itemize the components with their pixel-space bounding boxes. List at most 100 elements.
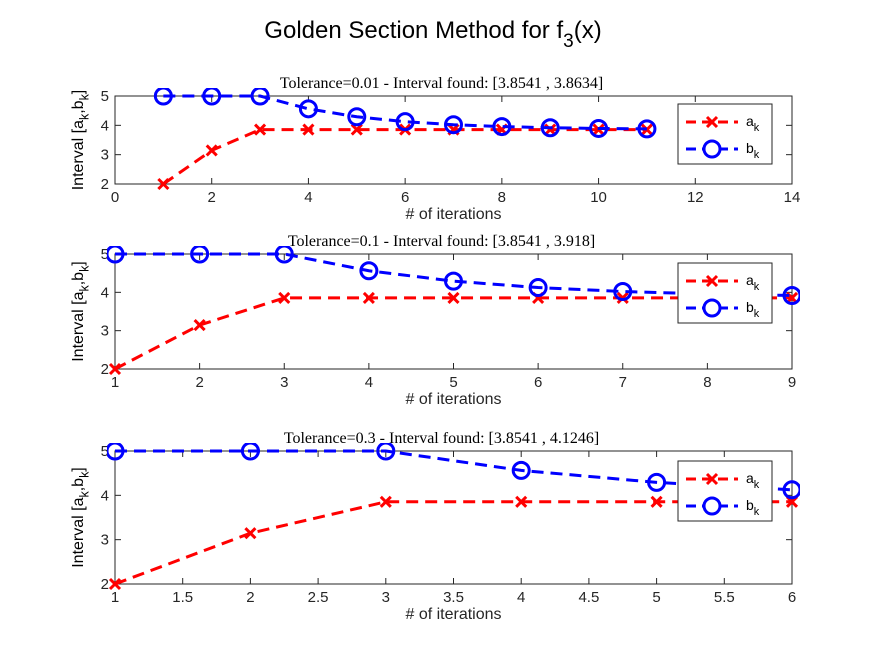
legend-marker <box>705 274 719 288</box>
legend-label: bk​ <box>746 299 760 320</box>
series-line-bk <box>163 94 647 131</box>
data-point-ak <box>447 291 460 304</box>
y-tick-label: 3 <box>101 323 109 340</box>
data-point-bk <box>298 99 318 119</box>
y-tick-label: 3 <box>101 532 109 549</box>
data-point-bk <box>190 246 210 264</box>
legend-label: bk​ <box>746 497 760 518</box>
legend-marker <box>705 472 719 486</box>
x-tick-label: 2 <box>195 374 203 391</box>
x-tick-label: 9 <box>788 374 796 391</box>
legend: ak​ bk​ <box>677 262 773 324</box>
legend-marker <box>702 496 722 516</box>
data-point-bk <box>782 285 800 305</box>
x-tick-label: 6 <box>401 189 409 206</box>
data-point-ak <box>650 495 663 508</box>
legend-label: ak​ <box>746 113 760 134</box>
data-point-bk <box>107 443 125 461</box>
y-tick-label: 2 <box>101 361 109 378</box>
data-point-bk <box>444 271 463 291</box>
data-point-ak <box>108 362 122 376</box>
figure-title: Golden Section Method for f3(x) <box>264 17 601 52</box>
data-point-bk <box>240 443 260 461</box>
legend-box <box>677 103 773 165</box>
y-tick-label: 4 <box>101 117 109 134</box>
data-point-ak <box>640 123 653 136</box>
x-tick-label: 3 <box>382 589 390 606</box>
x-tick-label: 2 <box>208 189 216 206</box>
data-point-bk <box>647 472 667 492</box>
x-tick-label: 8 <box>703 374 711 391</box>
x-tick-label: 6 <box>534 374 542 391</box>
data-point-bk <box>347 107 367 127</box>
legend-label: bk​ <box>746 140 760 161</box>
data-layer <box>153 88 657 191</box>
data-point-bk <box>107 246 125 264</box>
x-tick-label: 2 <box>246 589 254 606</box>
subplot-title: Tolerance=0.01 - Interval found: [3.8541… <box>280 75 603 92</box>
y-tick-label: 2 <box>101 576 109 593</box>
figure-title-tail: (x) <box>574 17 602 44</box>
legend-marker <box>702 298 722 318</box>
y-tick-label: 5 <box>101 443 109 460</box>
data-point-ak <box>379 495 392 508</box>
data-point-bk <box>202 88 222 106</box>
y-axis-label: Interval [ak​,bk​] <box>70 261 92 362</box>
x-tick-label: 5.5 <box>714 589 735 606</box>
data-point-bk <box>250 88 270 106</box>
x-tick-label: 5 <box>652 589 660 606</box>
x-tick-label: 12 <box>687 189 704 206</box>
data-point-ak <box>362 291 375 304</box>
legend-marker <box>705 115 719 129</box>
data-point-ak <box>157 177 170 191</box>
y-tick-label: 4 <box>101 284 109 301</box>
y-axis-label: Interval [ak​,bk​] <box>70 90 92 191</box>
x-tick-label: 4 <box>365 374 373 391</box>
figure-title-main: Golden Section Method for f <box>264 17 563 44</box>
data-point-ak <box>616 291 629 304</box>
x-tick-label: 4.5 <box>578 589 599 606</box>
subplot-3: 1 1.5 2 2.5 3 3.5 4 4.5 5 5.5 6 2 3 4 5 # of iterations… <box>70 430 800 623</box>
data-point-bk <box>511 460 531 480</box>
legend-label: ak​ <box>746 470 760 491</box>
legend-label: ak​ <box>746 272 760 293</box>
x-tick-label: 6 <box>788 589 796 606</box>
data-point-bk <box>613 282 633 302</box>
data-point-ak <box>193 319 206 332</box>
y-tick-label: 5 <box>101 88 109 105</box>
x-tick-label: 2.5 <box>308 589 329 606</box>
data-point-ak <box>244 527 257 540</box>
subplot-title: Tolerance=0.1 - Interval found: [3.8541 … <box>288 233 595 250</box>
legend-box <box>677 460 773 522</box>
x-axis-label: # of iterations <box>405 606 501 623</box>
y-tick-label: 4 <box>101 487 109 504</box>
data-point-bk <box>637 119 657 139</box>
x-tick-label: 0 <box>111 189 119 206</box>
data-point-bk <box>540 118 560 138</box>
x-tick-label: 14 <box>784 189 801 206</box>
data-point-bk <box>782 480 800 500</box>
x-tick-label: 4 <box>304 189 312 206</box>
data-point-bk <box>359 261 379 281</box>
data-point-ak <box>302 123 315 136</box>
data-point-ak <box>254 123 267 136</box>
y-tick-label: 5 <box>101 246 109 263</box>
data-point-ak <box>350 123 363 136</box>
legend-box <box>677 262 773 324</box>
x-tick-label: 1 <box>111 589 119 606</box>
x-tick-label: 8 <box>498 189 506 206</box>
data-point-ak <box>108 577 122 591</box>
data-point-ak <box>205 144 218 157</box>
y-tick-label: 2 <box>101 176 109 193</box>
x-axis-label: # of iterations <box>405 206 501 223</box>
x-tick-label: 4 <box>517 589 525 606</box>
data-point-bk <box>528 278 548 298</box>
legend: ak​ bk​ <box>677 103 773 165</box>
x-tick-label: 3 <box>280 374 288 391</box>
figure-title-subscript: 3 <box>563 31 574 52</box>
x-tick-label: 7 <box>619 374 627 391</box>
data-point-ak <box>515 495 528 508</box>
data-point-bk <box>444 115 463 135</box>
